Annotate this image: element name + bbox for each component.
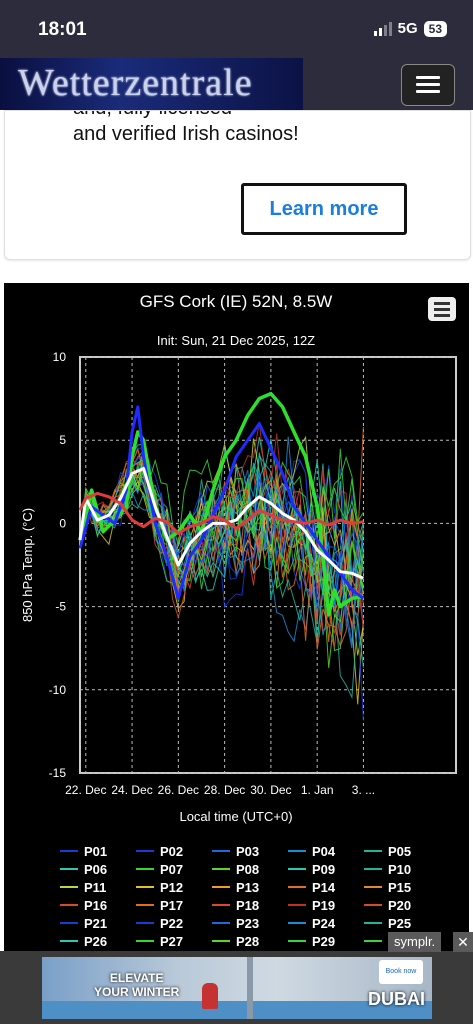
status-indicators: 5G 53	[373, 20, 447, 37]
menu-button[interactable]	[401, 64, 455, 106]
site-logo[interactable]: Wetterzentrale	[0, 58, 303, 110]
legend-item: P24	[312, 916, 336, 931]
legend-item: P03	[236, 844, 259, 859]
legend-item: P10	[388, 862, 411, 877]
chart-svg: GFS Cork (IE) 52N, 8.5W Init: Sun, 21 Dec…	[20, 292, 457, 949]
learn-more-button[interactable]: Learn more	[241, 183, 407, 235]
legend-item: P02	[160, 844, 183, 859]
y-tick-label: 5	[59, 433, 66, 447]
legend-item: P01	[84, 844, 107, 859]
legend-item: P14	[312, 880, 336, 895]
ad-card: and, fully licensed and verified Irish c…	[4, 110, 471, 260]
status-bar: 18:01 5G 53	[0, 0, 473, 58]
legend-item: P17	[160, 898, 183, 913]
legend-item: P27	[160, 934, 183, 949]
legend-item: P28	[236, 934, 259, 949]
x-tick-label: 26. Dec	[158, 783, 199, 797]
y-tick-label: -15	[49, 766, 67, 780]
legend-item: P09	[312, 862, 335, 877]
legend-item: P21	[84, 916, 107, 931]
legend-item: P08	[236, 862, 259, 877]
banner-line2: YOUR WINTER	[94, 985, 180, 999]
legend-item: P13	[236, 880, 259, 895]
meteogram-chart: GFS Cork (IE) 52N, 8.5W Init: Sun, 21 Dec…	[4, 283, 469, 951]
legend-item: P16	[84, 898, 107, 913]
legend-item: P23	[236, 916, 259, 931]
legend-item: P29	[312, 934, 335, 949]
y-tick-label: 0	[59, 516, 66, 530]
banner-tower	[247, 957, 253, 1019]
logo-text: Wetterzentrale	[18, 62, 253, 104]
y-tick-label: -5	[55, 600, 66, 614]
y-tick-label: 10	[53, 350, 67, 364]
banner-pool	[42, 1001, 432, 1019]
legend-item: P05	[388, 844, 411, 859]
legend-item: P26	[84, 934, 107, 949]
legend-item: P25	[388, 916, 411, 931]
ad-text: and verified Irish casinos!	[73, 123, 299, 145]
legend-item: P19	[312, 898, 335, 913]
chart-menu-button[interactable]	[428, 297, 456, 321]
climate-line	[78, 491, 364, 535]
dubai-banner[interactable]: ELEVATE YOUR WINTER Book now DUBAI	[42, 957, 432, 1019]
legend-item: P12	[160, 880, 183, 895]
x-tick-label: 28. Dec	[204, 783, 245, 797]
ensemble-line	[79, 463, 364, 650]
x-tick-label: 22. Dec	[65, 783, 106, 797]
ad-text-cut: and, fully licensed	[73, 111, 373, 119]
legend-item: P22	[160, 916, 183, 931]
signal-icon	[373, 21, 392, 36]
x-axis-label: Local time (UTC+0)	[179, 809, 292, 824]
x-tick-label: 30. Dec	[250, 783, 291, 797]
legend-item: P11	[84, 880, 106, 895]
legend-item: P04	[312, 844, 336, 859]
battery-icon: 53	[423, 20, 447, 37]
banner-line1: ELEVATE	[109, 971, 164, 985]
legend-item: P20	[388, 898, 411, 913]
banner-headline: ELEVATE YOUR WINTER	[94, 971, 179, 999]
close-ad-button[interactable]: ✕	[453, 932, 473, 952]
ensemble-line	[79, 455, 364, 589]
x-tick-label: 24. Dec	[111, 783, 152, 797]
chart-subtitle: Init: Sun, 21 Dec 2025, 12Z	[157, 333, 315, 348]
x-tick-label: 3. ...	[352, 783, 375, 797]
symplr-label[interactable]: symplr.	[388, 932, 442, 952]
y-tick-label: -10	[49, 683, 67, 697]
legend-item: P06	[84, 862, 107, 877]
chart-title: GFS Cork (IE) 52N, 8.5W	[140, 292, 333, 311]
legend-item: P07	[160, 862, 183, 877]
banner-brand: DUBAI	[368, 989, 425, 1009]
banner-figure	[202, 983, 218, 1009]
main-run-line	[78, 391, 364, 617]
network-label: 5G	[397, 20, 418, 37]
legend-item: P15	[388, 880, 411, 895]
y-axis-label: 850 hPa Temp. (°C)	[20, 508, 35, 622]
status-time: 18:01	[38, 19, 87, 40]
book-now-button[interactable]: Book now	[379, 960, 423, 984]
legend-item: P18	[236, 898, 259, 913]
x-tick-label: 1. Jan	[301, 783, 334, 797]
ensemble-mean-line	[78, 467, 364, 580]
